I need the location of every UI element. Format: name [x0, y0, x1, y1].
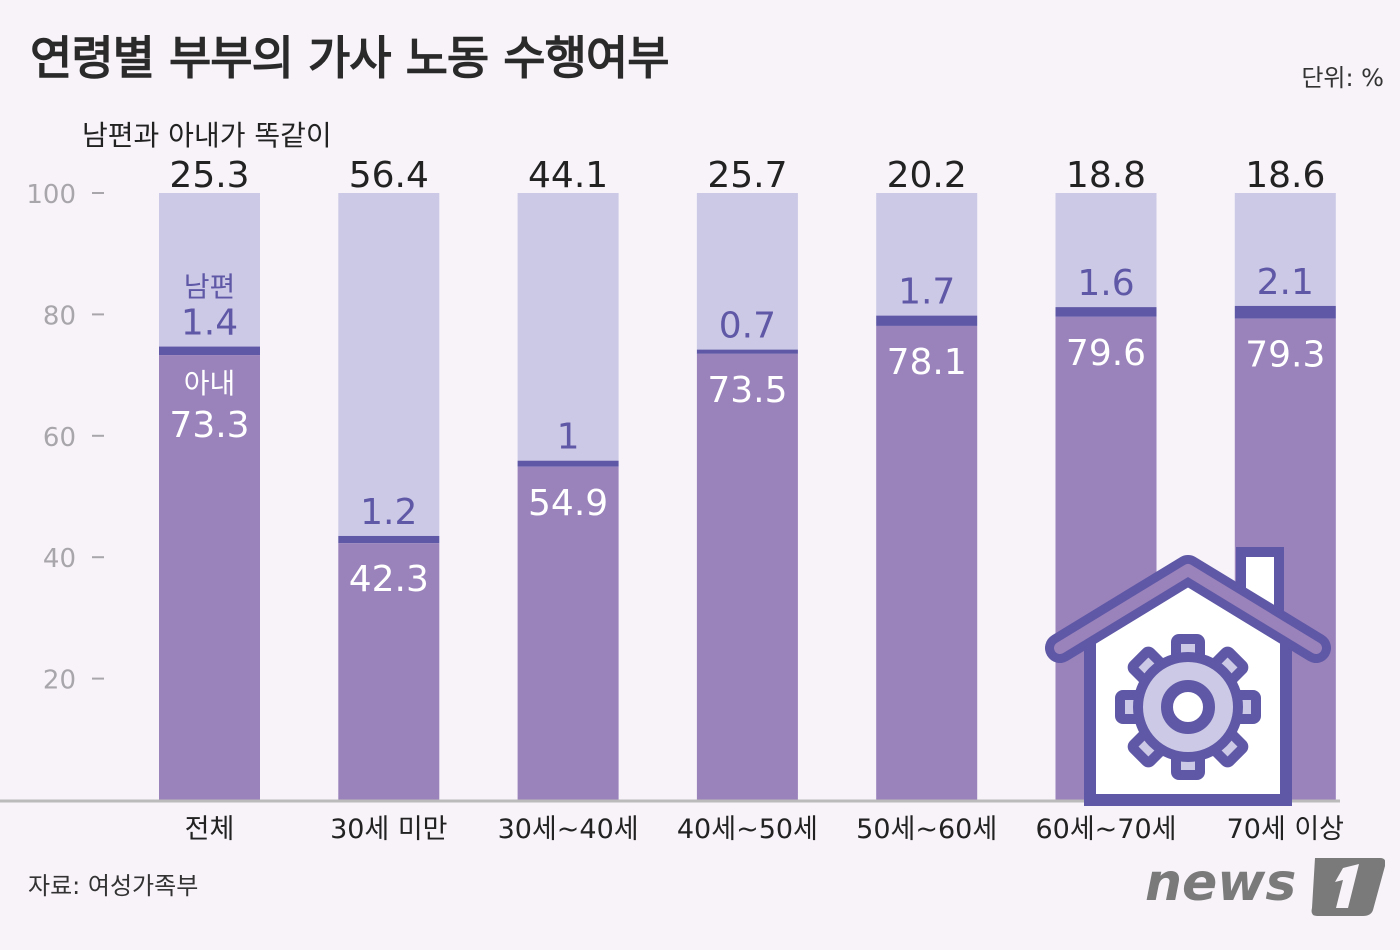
x-category-label: 30세~40세 [498, 814, 639, 845]
x-category-label: 40세~50세 [677, 814, 818, 845]
wife-value-label: 73.5 [707, 370, 787, 411]
source-note: 자료: 여성가족부 [28, 872, 199, 900]
wife-value-label: 79.6 [1066, 333, 1146, 374]
bar-husband-segment [1234, 305, 1336, 319]
bar-equal-segment [696, 193, 798, 350]
husband-value-label: 0.7 [719, 306, 776, 347]
bar-wife-segment [338, 543, 440, 800]
bar-husband-segment [338, 535, 440, 544]
house-gear-icon [1045, 547, 1331, 806]
bar-wife-segment [159, 355, 260, 800]
bar-husband-segment [1055, 307, 1157, 317]
equal-value-label: 18.6 [1245, 155, 1325, 196]
bar-husband-segment [696, 349, 798, 354]
bar-equal-segment [1055, 193, 1157, 308]
bar-equal-segment [159, 193, 260, 347]
husband-value-label: 1 [557, 417, 580, 458]
bar-husband-segment [876, 315, 978, 326]
news1-logo: news [1145, 853, 1385, 916]
y-tick-label: 80 [43, 301, 76, 331]
husband-value-label: 1.6 [1077, 263, 1134, 304]
husband-value-label: 2.1 [1257, 262, 1314, 303]
x-category-label: 70세 이상 [1227, 814, 1344, 845]
unit-label: 단위: % [1301, 64, 1384, 92]
husband-series-label: 남편 [184, 271, 236, 304]
equal-value-label: 20.2 [887, 155, 967, 196]
wife-value-label: 79.3 [1245, 335, 1325, 376]
bar-equal-segment [1234, 193, 1336, 306]
x-category-label: 30세 미만 [330, 814, 447, 845]
wife-value-label: 78.1 [887, 342, 967, 383]
wife-series-label: 아내 [184, 367, 236, 400]
bar-equal-segment [876, 193, 978, 316]
bar-equal-segment [338, 193, 440, 536]
y-tick-label: 20 [43, 666, 76, 696]
bar-equal-segment [517, 193, 619, 461]
equal-series-label: 남편과 아내가 똑같이 [82, 119, 332, 152]
svg-text:news: news [1145, 853, 1296, 913]
wife-value-label: 54.9 [528, 483, 608, 524]
bar-wife-segment [876, 325, 978, 800]
husband-value-label: 1.7 [898, 272, 955, 313]
y-tick-label: 40 [43, 544, 76, 574]
chart-title: 연령별 부부의 가사 노동 수행여부 [30, 31, 670, 85]
bar-husband-segment [159, 346, 260, 356]
equal-value-label: 18.8 [1066, 155, 1146, 196]
x-category-label: 60세~70세 [1035, 814, 1176, 845]
y-tick-label: 100 [26, 180, 76, 210]
husband-value-label: 1.4 [181, 303, 238, 344]
husband-value-label: 1.2 [360, 492, 417, 533]
x-category-label: 전체 [185, 814, 235, 845]
equal-value-label: 25.7 [707, 155, 787, 196]
bar-wife-segment [696, 353, 798, 800]
wife-value-label: 73.3 [169, 405, 249, 446]
bar-husband-segment [517, 460, 619, 467]
y-tick-label: 60 [43, 423, 76, 453]
equal-value-label: 56.4 [349, 155, 429, 196]
equal-value-label: 25.3 [169, 155, 249, 196]
x-category-label: 50세~60세 [856, 814, 997, 845]
equal-value-label: 44.1 [528, 155, 608, 196]
bar-wife-segment [517, 466, 619, 800]
wife-value-label: 42.3 [349, 559, 429, 600]
